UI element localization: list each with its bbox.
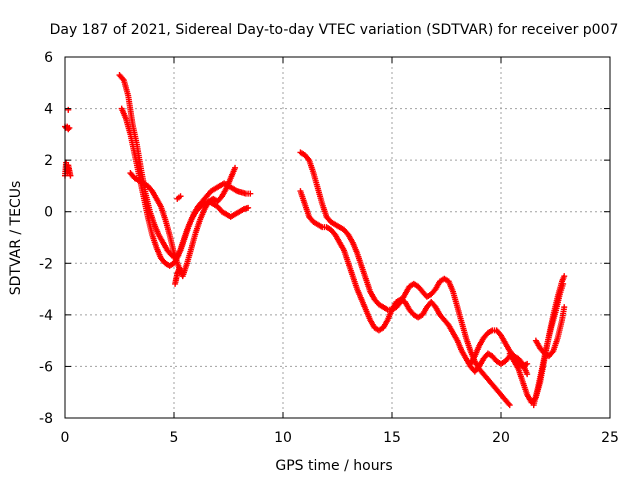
y-tick-label: -8 [39, 411, 53, 427]
data-point [119, 75, 126, 82]
y-tick-label: 2 [44, 153, 53, 169]
data-point [524, 371, 531, 378]
plot-frame [64, 56, 611, 419]
data-point [245, 204, 252, 211]
x-tick-label: 20 [492, 430, 510, 446]
x-tick-label: 25 [601, 430, 619, 446]
data-point [549, 349, 556, 356]
series-track-g [172, 265, 183, 287]
data-point [67, 172, 74, 179]
grid [65, 57, 610, 418]
data-point [505, 400, 512, 407]
data-point [176, 265, 183, 272]
data-point [561, 273, 568, 280]
series-track-a [62, 123, 73, 133]
series-track-c [65, 106, 72, 113]
series-track-i [297, 149, 513, 409]
data-point [561, 304, 568, 311]
data-point [232, 164, 239, 171]
y-tick-label: 6 [44, 50, 53, 66]
data-point [177, 193, 184, 200]
x-axis-label: GPS time / hours [275, 458, 392, 474]
data-points [62, 72, 568, 409]
y-tick-label: 0 [44, 205, 53, 221]
y-tick-label: -2 [39, 256, 53, 272]
y-tick-label: -6 [39, 359, 53, 375]
data-point [560, 280, 567, 287]
series-track-k [467, 327, 531, 378]
x-tick-label: 10 [274, 430, 292, 446]
y-tick-label: 4 [44, 102, 53, 118]
series-track-b [62, 159, 74, 179]
x-tick-label: 15 [383, 430, 401, 446]
data-point [305, 155, 312, 162]
chart-title: Day 187 of 2021, Sidereal Day-to-day VTE… [50, 22, 619, 38]
y-axis-label: SDTVAR / TECUs [8, 181, 24, 296]
axis-ticks: 0 5 10 15 20 25 -8 -6 -4 -2 0 2 4 6 [39, 50, 619, 446]
data-point [65, 106, 72, 113]
data-point [65, 126, 72, 133]
series-track-f [127, 164, 239, 280]
data-point [518, 359, 525, 366]
data-point [66, 124, 73, 131]
x-tick-label: 5 [170, 430, 179, 446]
series-track-n [530, 280, 567, 409]
series-track-h [174, 193, 184, 202]
y-tick-label: -4 [39, 308, 53, 324]
series-track-e [118, 105, 252, 269]
x-tick-label: 0 [61, 430, 70, 446]
data-point [506, 402, 513, 409]
data-point [247, 190, 254, 197]
